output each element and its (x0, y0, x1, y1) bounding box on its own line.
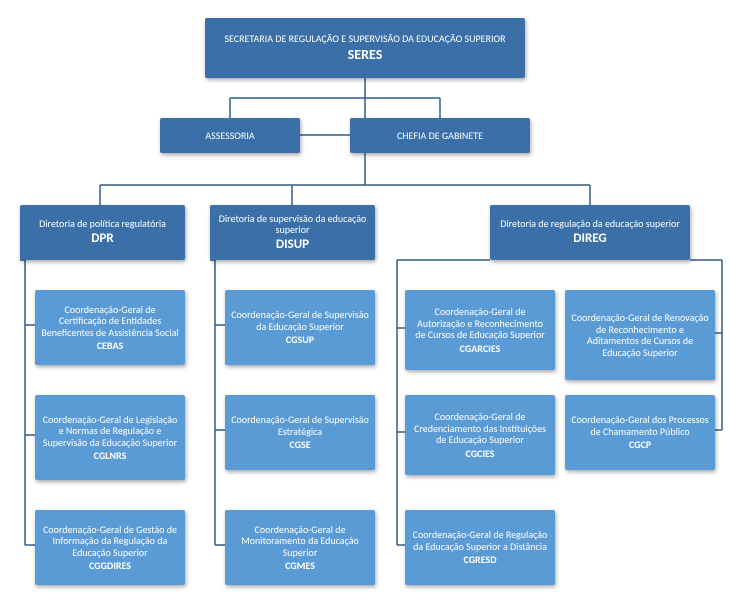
node-title: Coordenação-Geral de Autorização e Recon… (411, 306, 549, 341)
node-title: Coordenação-Geral de Legislação e Normas… (41, 414, 179, 449)
node-cgcp: Coordenação-Geral dos Processos de Chama… (565, 395, 715, 470)
node-cgmes: Coordenação-Geral de Monitoramento da Ed… (225, 510, 375, 585)
node-title: Diretoria de regulação da educação super… (500, 218, 680, 230)
node-acronym: CGLNRS (94, 450, 127, 462)
node-acronym: SERES (348, 47, 383, 63)
node-title: CHEFIA DE GABINETE (397, 130, 483, 142)
node-direg: Diretoria de regulação da educação super… (490, 205, 690, 260)
node-assessoria: ASSESSORIA (160, 118, 300, 153)
node-title: Coordenação-Geral de Regulação da Educaç… (411, 529, 549, 552)
node-title: Coordenação-Geral de Gestão de Informaçã… (41, 524, 179, 559)
node-cggdires: Coordenação-Geral de Gestão de Informaçã… (35, 510, 185, 585)
node-title: ASSESSORIA (205, 130, 254, 142)
node-title: Coordenação-Geral de Supervisão Estratég… (231, 414, 369, 437)
node-title: Diretoria de supervisão da educação supe… (216, 213, 369, 236)
node-cgse: Coordenação-Geral de Supervisão Estratég… (225, 395, 375, 470)
node-renovacao: Coordenação-Geral de Renovação de Reconh… (565, 290, 715, 380)
node-acronym: CGRESD (463, 554, 496, 566)
node-cgresd: Coordenação-Geral de Regulação da Educaç… (405, 510, 555, 585)
node-cgsup: Coordenação-Geral de Supervisão da Educa… (225, 290, 375, 365)
node-acronym: CGCIES (465, 448, 494, 460)
node-acronym: CGSUP (286, 334, 314, 346)
node-acronym: DIREG (573, 232, 606, 247)
node-title: Coordenação-Geral de Supervisão da Educa… (231, 309, 369, 332)
node-title: Coordenação-Geral de Monitoramento da Ed… (231, 524, 369, 559)
node-cgarcies: Coordenação-Geral de Autorização e Recon… (405, 290, 555, 370)
node-acronym: CGSE (289, 439, 310, 451)
node-title: Coordenação-Geral de Certificação de Ent… (41, 304, 179, 339)
node-acronym: CGARCIES (460, 343, 501, 355)
node-acronym: CEBAS (97, 340, 123, 352)
node-chefia-gabinete: CHEFIA DE GABINETE (350, 118, 530, 153)
node-cebas: Coordenação-Geral de Certificação de Ent… (35, 290, 185, 365)
node-acronym: CGGDIRES (89, 560, 131, 572)
node-cglnrs: Coordenação-Geral de Legislação e Normas… (35, 395, 185, 480)
node-title: Diretoria de política regulatória (39, 218, 166, 230)
node-title: Coordenação-Geral dos Processos de Chama… (571, 414, 709, 437)
node-acronym: CGMES (285, 560, 315, 572)
node-cgcies: Coordenação-Geral de Credenciamento das … (405, 395, 555, 475)
node-title: Coordenação-Geral de Renovação de Reconh… (571, 312, 709, 358)
node-seres: SECRETARIA DE REGULAÇÃO E SUPERVISÃO DA … (205, 18, 525, 78)
node-title: SECRETARIA DE REGULAÇÃO E SUPERVISÃO DA … (224, 33, 505, 45)
node-acronym: CGCP (629, 439, 651, 451)
node-title: Coordenação-Geral de Credenciamento das … (411, 411, 549, 446)
node-dpr: Diretoria de política regulatória DPR (20, 205, 185, 260)
node-disup: Diretoria de supervisão da educação supe… (210, 205, 375, 260)
node-acronym: DPR (91, 232, 113, 247)
node-acronym: DISUP (276, 238, 309, 253)
